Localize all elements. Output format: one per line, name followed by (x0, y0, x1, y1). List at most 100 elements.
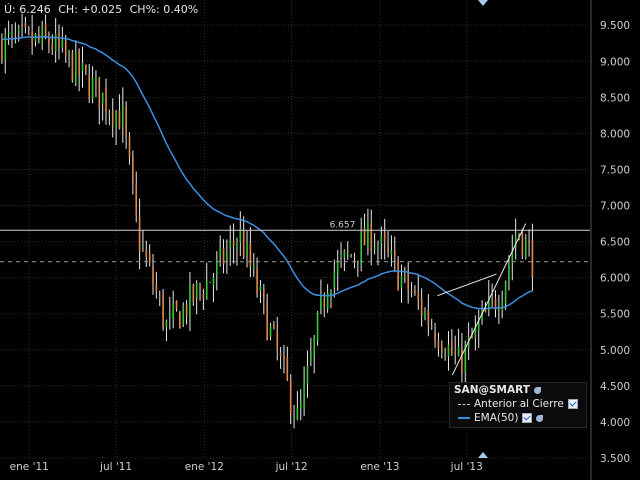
candle (326, 284, 329, 313)
candle (256, 257, 258, 298)
y-tick-label: 6.500 (600, 237, 630, 249)
y-tick-label: 7.500 (600, 164, 630, 176)
candle (440, 340, 443, 359)
y-tick-label: 4.500 (600, 381, 630, 393)
candle (474, 315, 477, 351)
candle (44, 14, 47, 40)
candle (514, 218, 517, 260)
candle (393, 236, 396, 273)
candle (457, 328, 460, 357)
candle (316, 311, 319, 346)
candle (209, 281, 211, 283)
candle (108, 109, 111, 126)
trendline[interactable] (451, 223, 527, 376)
candle (125, 101, 127, 149)
candle (451, 329, 453, 356)
candle (387, 231, 389, 258)
candle (88, 63, 91, 104)
candle (91, 66, 94, 104)
checkbox-icon[interactable] (567, 399, 578, 409)
candle (357, 260, 359, 277)
candle (182, 302, 185, 328)
candle (232, 223, 235, 264)
candle (461, 332, 463, 390)
candle (310, 337, 312, 366)
candle (195, 280, 198, 315)
candle (162, 288, 164, 331)
candle (508, 255, 510, 291)
candle (343, 249, 346, 272)
candle (1, 33, 3, 65)
candle (276, 316, 279, 361)
candle (111, 98, 114, 138)
candle (242, 216, 245, 260)
candle (142, 229, 144, 252)
candle (498, 294, 500, 325)
candle (226, 239, 228, 274)
x-tick-label: ene '13 (360, 461, 399, 473)
candle (41, 20, 44, 51)
candle (286, 346, 289, 382)
scroll-marker-top-icon[interactable] (478, 0, 488, 6)
candle (380, 226, 383, 260)
candle (169, 296, 171, 330)
candle (31, 14, 33, 55)
candle (145, 240, 148, 267)
candle (353, 252, 356, 269)
y-tick-label: 9.500 (600, 20, 630, 32)
x-tick-label: jul '13 (450, 461, 483, 473)
candle (132, 150, 134, 195)
candle (397, 256, 399, 291)
x-tick-label: jul '11 (99, 461, 132, 473)
checkbox-icon[interactable] (522, 413, 533, 423)
candle (263, 283, 265, 315)
y-tick-label: 6.000 (600, 273, 630, 285)
candle (21, 13, 23, 38)
scroll-marker-bottom-icon[interactable] (478, 452, 488, 458)
candle (477, 309, 480, 349)
candle (71, 49, 74, 83)
candle (199, 282, 201, 301)
candle (152, 253, 154, 295)
candle (283, 344, 285, 374)
y-tick-label: 8.000 (600, 128, 630, 140)
candle (296, 391, 299, 421)
candle (360, 217, 362, 272)
candle (487, 280, 490, 317)
candle (172, 290, 174, 329)
candle (148, 244, 151, 267)
candle (521, 228, 524, 259)
y-tick-label: 5.000 (600, 345, 630, 357)
candle (370, 209, 373, 266)
legend-title-row: SAN@SMART (450, 383, 586, 397)
candle (323, 292, 326, 318)
candle (216, 251, 218, 291)
candle (128, 132, 131, 165)
last-price: Ú: 6.246 (4, 3, 51, 16)
candle (222, 239, 225, 274)
candle (48, 31, 50, 54)
candle (390, 235, 393, 267)
candle (511, 234, 514, 281)
candle (531, 223, 534, 292)
wrench-icon[interactable] (536, 414, 544, 422)
ema-line-swatch-icon (458, 417, 470, 419)
trendline[interactable] (437, 273, 497, 297)
candle (34, 32, 37, 47)
candle (61, 26, 64, 53)
candle (179, 310, 181, 329)
candle (504, 280, 507, 311)
chart-legend: SAN@SMART Anterior al Cierre EMA(50) (449, 382, 587, 428)
candle (404, 266, 406, 284)
wrench-icon[interactable] (533, 386, 541, 394)
candle (373, 233, 376, 255)
candle (340, 242, 342, 268)
candle (135, 171, 138, 223)
candle (377, 240, 379, 266)
candle (494, 290, 497, 318)
legend-item-label: EMA(50) (474, 412, 519, 424)
candle (414, 285, 416, 296)
candle (85, 64, 87, 76)
candle (115, 110, 117, 146)
